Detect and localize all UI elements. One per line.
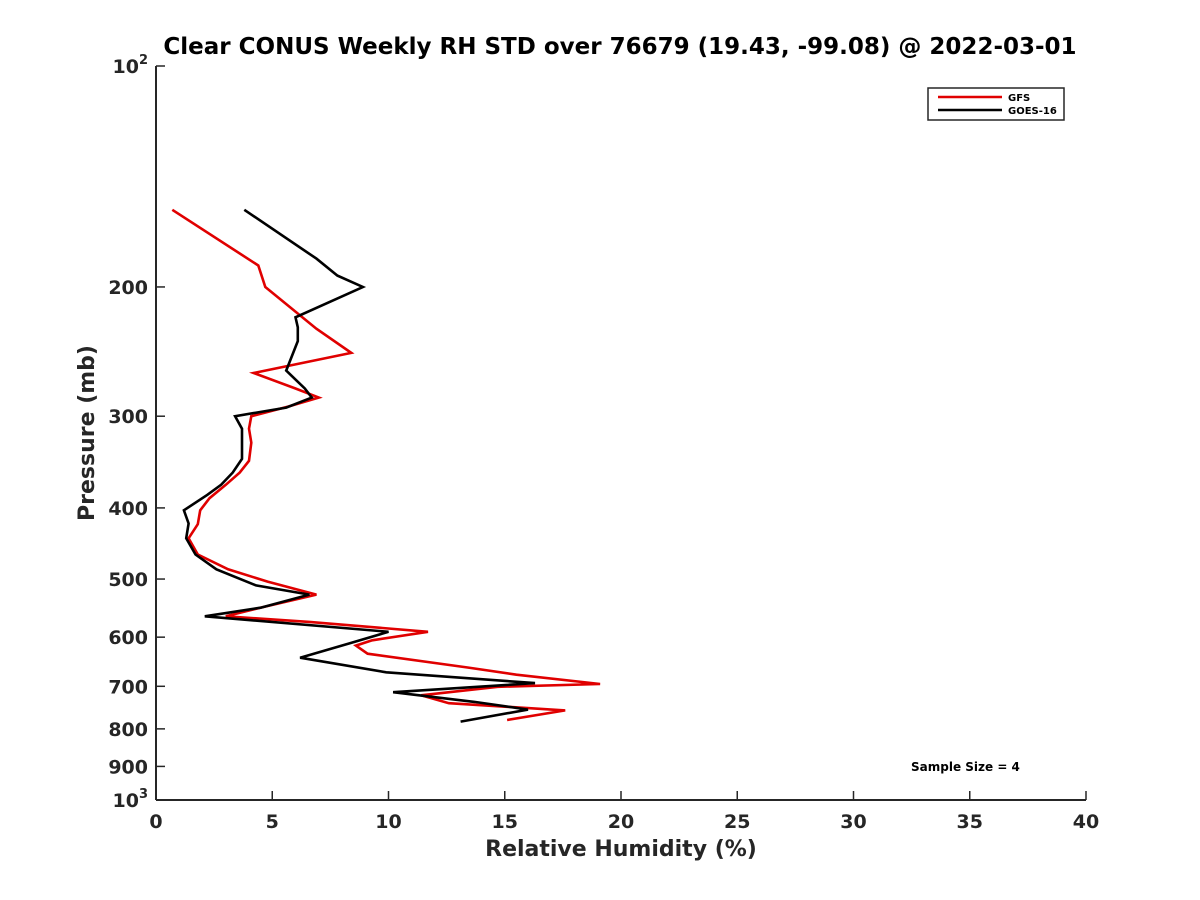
x-tick-label: 40 xyxy=(1073,811,1099,833)
y-ticks: 102 200 300 400 500 600 700 800 900 103 xyxy=(108,53,165,812)
series-lines xyxy=(171,208,601,723)
y-tick-label: 800 xyxy=(108,719,148,741)
x-axis-label: Relative Humidity (%) xyxy=(485,837,757,862)
y-tick-label: 102 xyxy=(113,53,149,78)
y-tick-label: 103 xyxy=(113,787,149,812)
x-tick-label: 35 xyxy=(957,811,983,833)
sample-size-annotation: Sample Size = 4 xyxy=(911,760,1020,774)
chart-title: Clear CONUS Weekly RH STD over 76679 (19… xyxy=(163,34,1076,60)
y-tick-label: 300 xyxy=(108,406,148,428)
x-ticks: 0 5 10 15 20 25 30 35 40 xyxy=(149,791,1099,833)
y-axis-label: Pressure (mb) xyxy=(75,345,100,521)
series-line-goes-16 xyxy=(182,208,536,723)
legend-label-goes-16: GOES-16 xyxy=(1008,106,1057,117)
y-tick-label: 200 xyxy=(108,277,148,299)
x-tick-label: 25 xyxy=(724,811,750,833)
y-tick-label: 500 xyxy=(108,569,148,591)
y-tick-label: 700 xyxy=(108,676,148,698)
x-tick-label: 0 xyxy=(149,811,162,833)
y-tick-label: 900 xyxy=(108,756,148,778)
legend-label-gfs: GFS xyxy=(1008,93,1030,104)
series-line-gfs xyxy=(171,208,601,722)
y-tick-label: 400 xyxy=(108,498,148,520)
x-tick-label: 10 xyxy=(375,811,401,833)
x-tick-label: 30 xyxy=(840,811,866,833)
legend: GFS GOES-16 xyxy=(927,87,1065,121)
legend-box xyxy=(927,87,1065,121)
x-tick-label: 20 xyxy=(608,811,634,833)
x-tick-label: 5 xyxy=(266,811,279,833)
y-tick-label: 600 xyxy=(108,627,148,649)
x-tick-label: 15 xyxy=(492,811,518,833)
